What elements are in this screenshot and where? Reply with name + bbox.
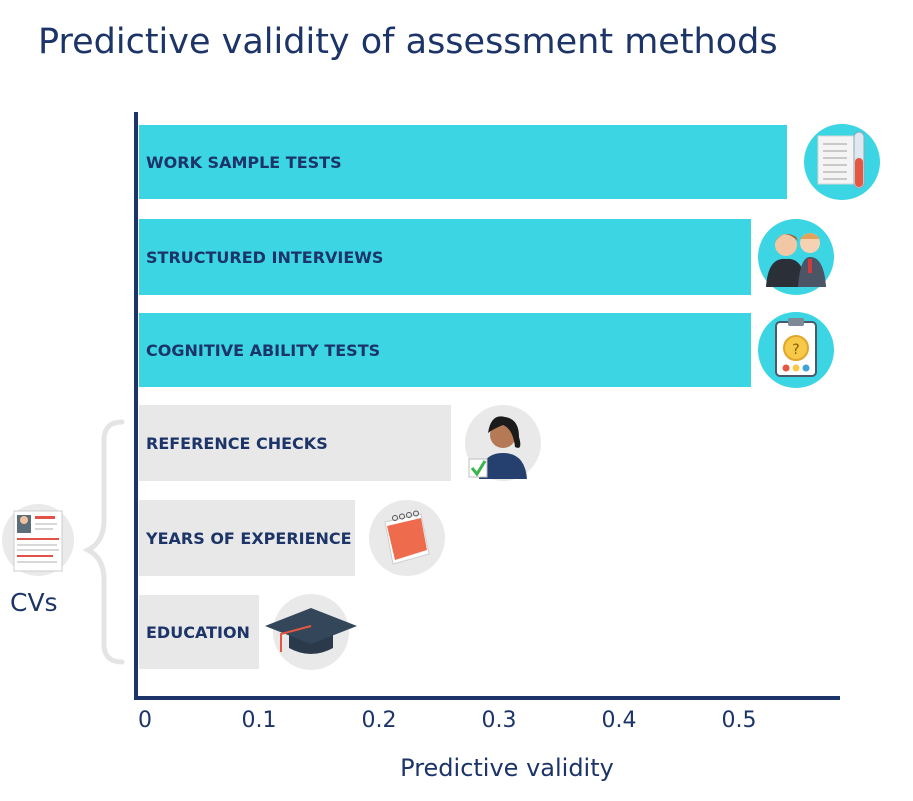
bar-years-of-experience — [139, 500, 355, 576]
bar-work-sample-tests — [139, 125, 787, 199]
x-tick-label: 0.1 — [242, 708, 277, 733]
bar-education — [139, 595, 259, 669]
x-axis-label: Predictive validity — [400, 754, 614, 782]
x-tick-label: 0.3 — [482, 708, 517, 733]
x-tick-label: 0 — [138, 708, 152, 733]
x-tick-label: 0.2 — [362, 708, 397, 733]
interview-people-icon — [758, 219, 834, 295]
woman-checkmark-icon — [465, 405, 541, 481]
bar-cognitive-ability-tests — [139, 313, 751, 387]
chart-title: Predictive validity of assessment method… — [38, 22, 778, 62]
calendar-icon — [369, 500, 445, 576]
bar-reference-checks — [139, 405, 451, 481]
bar-label: YEARS OF EXPERIENCE — [145, 529, 352, 548]
bar-label: EDUCATION — [146, 623, 250, 642]
document-test-tube-icon — [804, 124, 880, 200]
resume-icon — [2, 504, 74, 576]
bar-label: REFERENCE CHECKS — [146, 434, 328, 453]
bar-structured-interviews — [139, 219, 751, 295]
svg-text:?: ? — [792, 342, 799, 358]
clipboard-stopwatch-icon: ? — [758, 312, 834, 388]
x-tick-label: 0.5 — [722, 708, 757, 733]
bar-label: WORK SAMPLE TESTS — [146, 153, 342, 172]
x-tick-label: 0.4 — [602, 708, 637, 733]
cvs-label: CVs — [10, 588, 58, 617]
bar-label: COGNITIVE ABILITY TESTS — [146, 341, 380, 360]
graduation-cap-icon — [265, 594, 357, 670]
cvs-bracket — [82, 419, 125, 665]
bar-label: STRUCTURED INTERVIEWS — [146, 248, 383, 267]
